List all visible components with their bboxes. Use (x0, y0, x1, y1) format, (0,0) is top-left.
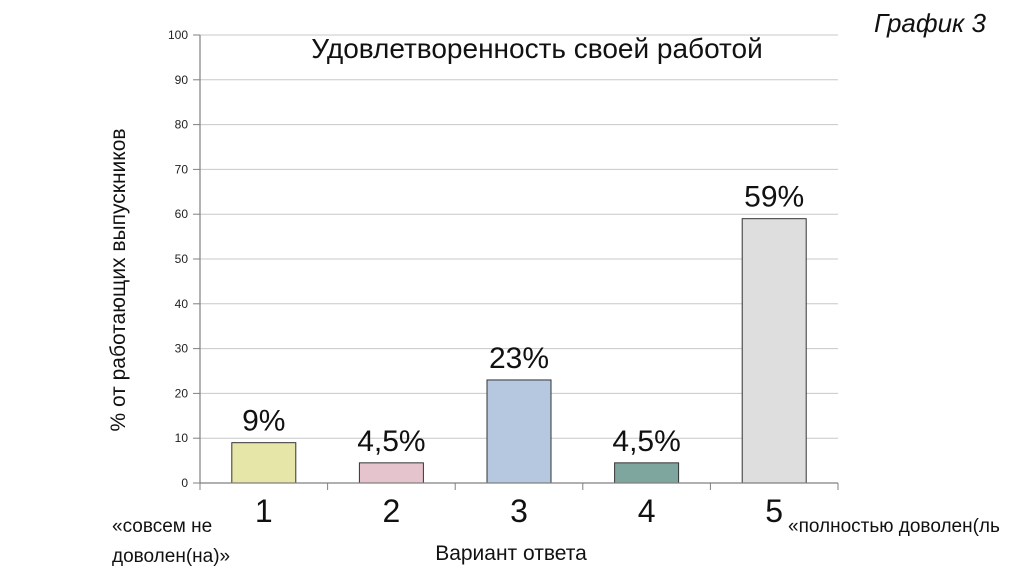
y-tick-label: 20 (175, 386, 189, 400)
data-label: 23% (489, 342, 549, 375)
category-label: 2 (383, 493, 401, 529)
bar-2 (358, 462, 424, 484)
y-tick-label: 10 (175, 431, 189, 445)
graph-number-label: График 3 (873, 8, 986, 38)
y-tick-label: 100 (168, 28, 188, 42)
y-tick-label: 90 (175, 73, 189, 87)
data-label: 9% (242, 405, 285, 438)
bar-4 (614, 462, 680, 484)
bar-1 (231, 442, 297, 484)
y-tick-label: 70 (175, 162, 189, 176)
y-tick-label: 50 (175, 252, 189, 266)
category-label: 1 (255, 493, 273, 529)
data-label: 4,5% (357, 425, 425, 458)
y-tick-label: 40 (175, 297, 189, 311)
category-label: 5 (765, 493, 783, 529)
category-label: 4 (638, 493, 656, 529)
x-axis-label: Вариант ответа (435, 542, 587, 565)
y-tick-label: 0 (181, 476, 188, 490)
bar-3 (486, 379, 552, 484)
bars (231, 218, 807, 484)
scale-max-note: «полностью доволен(ль (788, 516, 1000, 537)
bar-5 (741, 218, 807, 484)
y-tick-label: 60 (175, 207, 189, 221)
data-labels: 9% 4,5% 23% 4,5% 59% (242, 181, 804, 458)
y-axis-label: % от работающих выпускников (107, 128, 130, 431)
category-labels: 1 2 3 4 5 (199, 483, 839, 529)
chart-title: Удовлетворенность своей работой (311, 33, 763, 64)
gridlines (200, 34, 838, 439)
scale-min-note: «совсем не доволен(на)» (112, 516, 231, 567)
data-label: 4,5% (612, 425, 680, 458)
y-tick-label: 30 (175, 342, 189, 356)
y-tick-labels: 0 10 20 30 40 50 60 70 80 90 100 (168, 28, 200, 490)
category-label: 3 (510, 493, 528, 529)
y-tick-label: 80 (175, 118, 189, 132)
data-label: 59% (744, 181, 804, 214)
